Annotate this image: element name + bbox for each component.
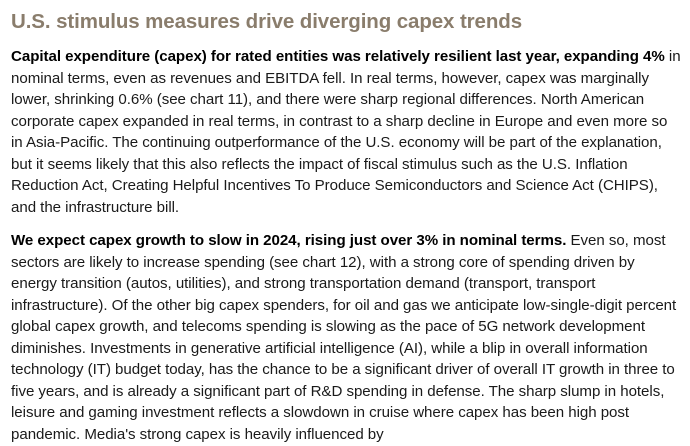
- document-page: U.S. stimulus measures drive diverging c…: [11, 0, 683, 446]
- section-title: U.S. stimulus measures drive diverging c…: [11, 10, 523, 33]
- paragraph-capex-resilience: Capital expenditure (capex) for rated en…: [11, 46, 683, 218]
- paragraph-body: Even so, most sectors are likely to incr…: [11, 232, 677, 443]
- paragraph-lead: We expect capex growth to slow in 2024, …: [11, 232, 567, 249]
- paragraph-capex-outlook: We expect capex growth to slow in 2024, …: [11, 230, 683, 445]
- paragraph-lead: Capital expenditure (capex) for rated en…: [11, 48, 665, 65]
- paragraph-body: in nominal terms, even as revenues and E…: [11, 48, 681, 216]
